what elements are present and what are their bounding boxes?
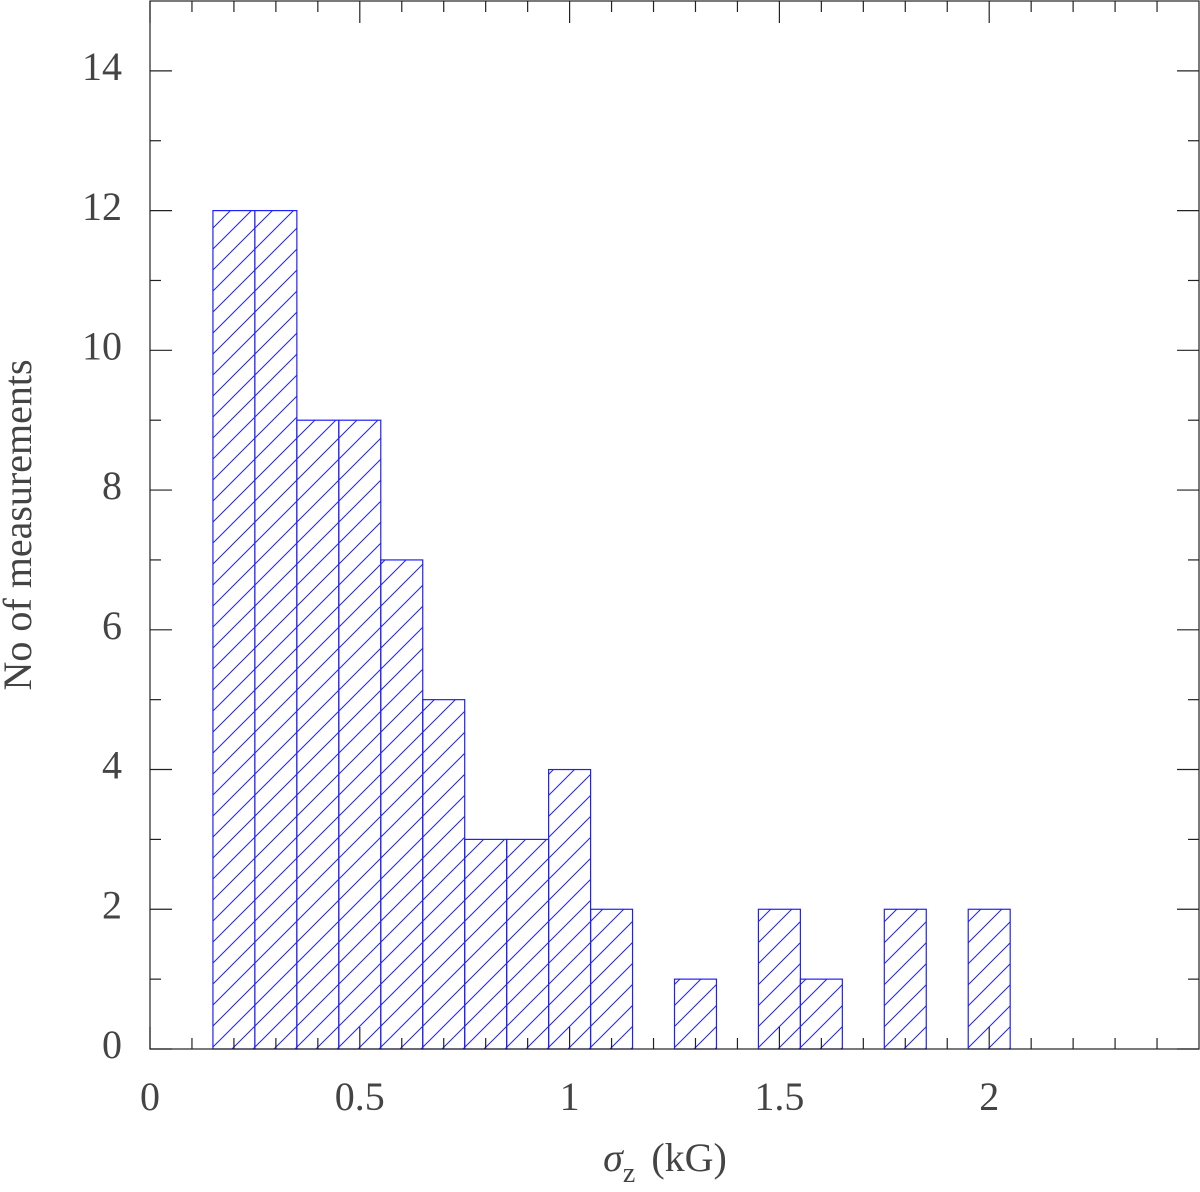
x-tick-label: 0.5 [335,1074,385,1119]
bar [254,210,298,1050]
y-tick-label: 8 [102,463,122,508]
bar [757,908,801,1050]
bar [464,838,508,1050]
x-tick-label: 0 [140,1074,160,1119]
y-tick-label: 2 [102,882,122,927]
bar [380,559,424,1050]
x-label-unit: (kG) [651,1135,727,1180]
y-tick-label: 14 [82,44,122,89]
bar [422,699,466,1050]
y-tick-label: 12 [82,184,122,229]
bar [506,838,550,1050]
y-tick-label: 0 [102,1022,122,1067]
bar [212,210,256,1050]
bar [296,419,340,1050]
y-tick-label: 4 [102,743,122,788]
y-tick-label: 6 [102,603,122,648]
bar [338,419,382,1050]
x-tick-label: 2 [979,1074,999,1119]
bar [883,908,927,1050]
x-axis-label: σz (kG) [603,1135,727,1189]
x-tick-label: 1 [560,1074,580,1119]
bar [967,908,1011,1050]
bar [673,978,718,1050]
bar [548,768,592,1050]
x-label-symbol: σ [603,1135,624,1180]
x-tick-label: 1.5 [754,1074,804,1119]
y-axis-label: No of measurements [0,359,40,690]
bar [589,908,634,1050]
plot-frame [149,0,1200,1050]
x-label-subscript: z [623,1158,635,1189]
y-tick-label: 10 [82,324,122,369]
